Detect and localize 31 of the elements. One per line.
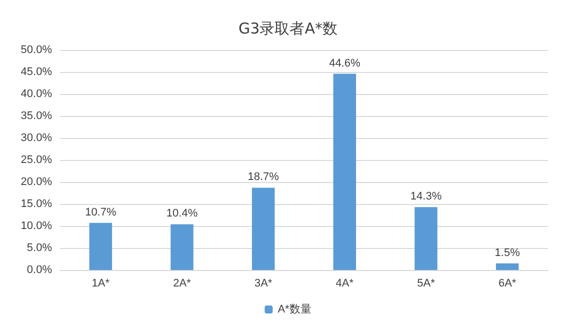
- bar: [170, 224, 194, 270]
- y-tick-label: 0.0%: [26, 264, 52, 276]
- bar: [496, 263, 519, 270]
- data-label: 44.6%: [329, 57, 360, 70]
- y-tick-label: 10.0%: [20, 220, 52, 232]
- bar: [414, 207, 438, 270]
- y-tick-label: 35.0%: [20, 110, 52, 122]
- x-tick-label: 3A*: [254, 278, 273, 290]
- y-tick-label: 45.0%: [20, 66, 52, 78]
- data-label: 1.5%: [494, 246, 520, 259]
- y-tick-label: 40.0%: [20, 88, 52, 100]
- data-label: 10.4%: [166, 208, 198, 220]
- y-tick-label: 30.0%: [20, 132, 52, 144]
- x-tick-label: 4A*: [336, 278, 354, 290]
- y-tick-label: 25.0%: [20, 154, 52, 166]
- legend-label: A*数量: [278, 304, 312, 316]
- data-label: 14.3%: [410, 190, 442, 203]
- x-tick-label: 6A*: [498, 278, 517, 290]
- x-tick-label: 2A*: [173, 278, 192, 290]
- y-tick-label: 20.0%: [20, 176, 52, 188]
- y-tick-label: 15.0%: [20, 198, 52, 210]
- data-label: 10.7%: [85, 206, 116, 218]
- y-tick-label: 5.0%: [26, 242, 52, 254]
- bar: [89, 222, 112, 270]
- bar: [252, 188, 275, 270]
- bar: [333, 74, 356, 270]
- chart-title: G3录取者A*数: [238, 20, 338, 38]
- x-tick-label: 5A*: [417, 278, 436, 290]
- data-label: 18.7%: [248, 171, 280, 184]
- y-tick-label: 50.0%: [20, 44, 52, 56]
- x-tick-label: 1A*: [92, 278, 110, 290]
